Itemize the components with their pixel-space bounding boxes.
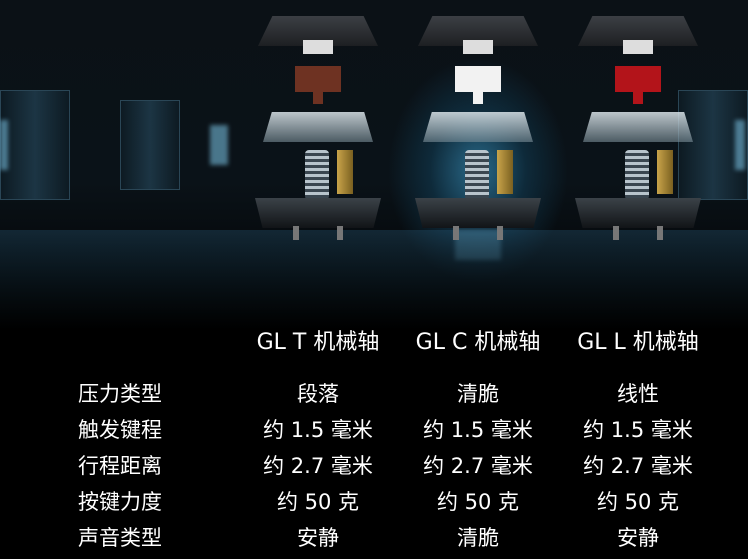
switch-exploded-gl-c [413, 0, 543, 250]
row-label: 按键力度 [78, 490, 162, 514]
stem-post [473, 90, 483, 104]
table-cell: 约 50 克 [596, 490, 680, 514]
column-header: GL C 机械轴 [415, 330, 541, 355]
pin [293, 226, 299, 240]
table-cell: 安静 [617, 526, 659, 550]
tunnel-light [210, 125, 228, 165]
bottom-housing [255, 198, 381, 228]
row-label: 声音类型 [78, 526, 162, 550]
table-cell: 约 1.5 毫米 [423, 418, 533, 442]
table-cell: 约 50 克 [436, 490, 520, 514]
tunnel-floor [0, 230, 748, 330]
row-label: 触发键程 [78, 418, 162, 442]
tunnel-light [0, 120, 8, 170]
tunnel-panel [120, 100, 180, 190]
switch-stem-brown [295, 66, 341, 92]
switch-exploded-gl-t [253, 0, 383, 250]
pin [453, 226, 459, 240]
table-cell: 约 2.7 毫米 [583, 454, 693, 478]
table-cell: 清脆 [457, 382, 499, 406]
spring [305, 150, 329, 200]
bottom-housing [575, 198, 701, 228]
column-header: GL T 机械轴 [256, 330, 380, 355]
row-label: 压力类型 [78, 382, 162, 406]
pin [497, 226, 503, 240]
table-cell: 约 50 克 [276, 490, 360, 514]
table-cell: 清脆 [457, 526, 499, 550]
top-housing [423, 112, 533, 142]
top-housing [263, 112, 373, 142]
table-cell: 安静 [297, 526, 339, 550]
switch-stem-white [455, 66, 501, 92]
keycap-stem [303, 40, 333, 54]
column-header: GL L 机械轴 [577, 330, 699, 355]
keycap-stem [463, 40, 493, 54]
table-cell: 约 2.7 毫米 [423, 454, 533, 478]
row-label: 行程距离 [78, 454, 162, 478]
switch-stem-red [615, 66, 661, 92]
switch-exploded-gl-l [573, 0, 703, 250]
stem-post [313, 90, 323, 104]
pin [613, 226, 619, 240]
bottom-housing [415, 198, 541, 228]
pin [657, 226, 663, 240]
contact-leaf [657, 150, 673, 194]
table-cell: 线性 [617, 382, 659, 406]
tunnel-light [735, 120, 745, 170]
tunnel-background [0, 0, 748, 330]
table-cell: 约 1.5 毫米 [263, 418, 373, 442]
top-housing [583, 112, 693, 142]
table-cell: 约 1.5 毫米 [583, 418, 693, 442]
spring [625, 150, 649, 200]
stem-post [633, 90, 643, 104]
tunnel-panel [0, 90, 70, 200]
pin [337, 226, 343, 240]
keycap-stem [623, 40, 653, 54]
contact-leaf [497, 150, 513, 194]
table-cell: 段落 [297, 382, 339, 406]
contact-leaf [337, 150, 353, 194]
spring [465, 150, 489, 200]
table-cell: 约 2.7 毫米 [263, 454, 373, 478]
